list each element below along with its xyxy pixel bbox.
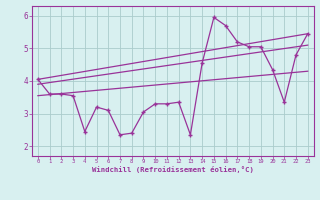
X-axis label: Windchill (Refroidissement éolien,°C): Windchill (Refroidissement éolien,°C) (92, 166, 254, 173)
